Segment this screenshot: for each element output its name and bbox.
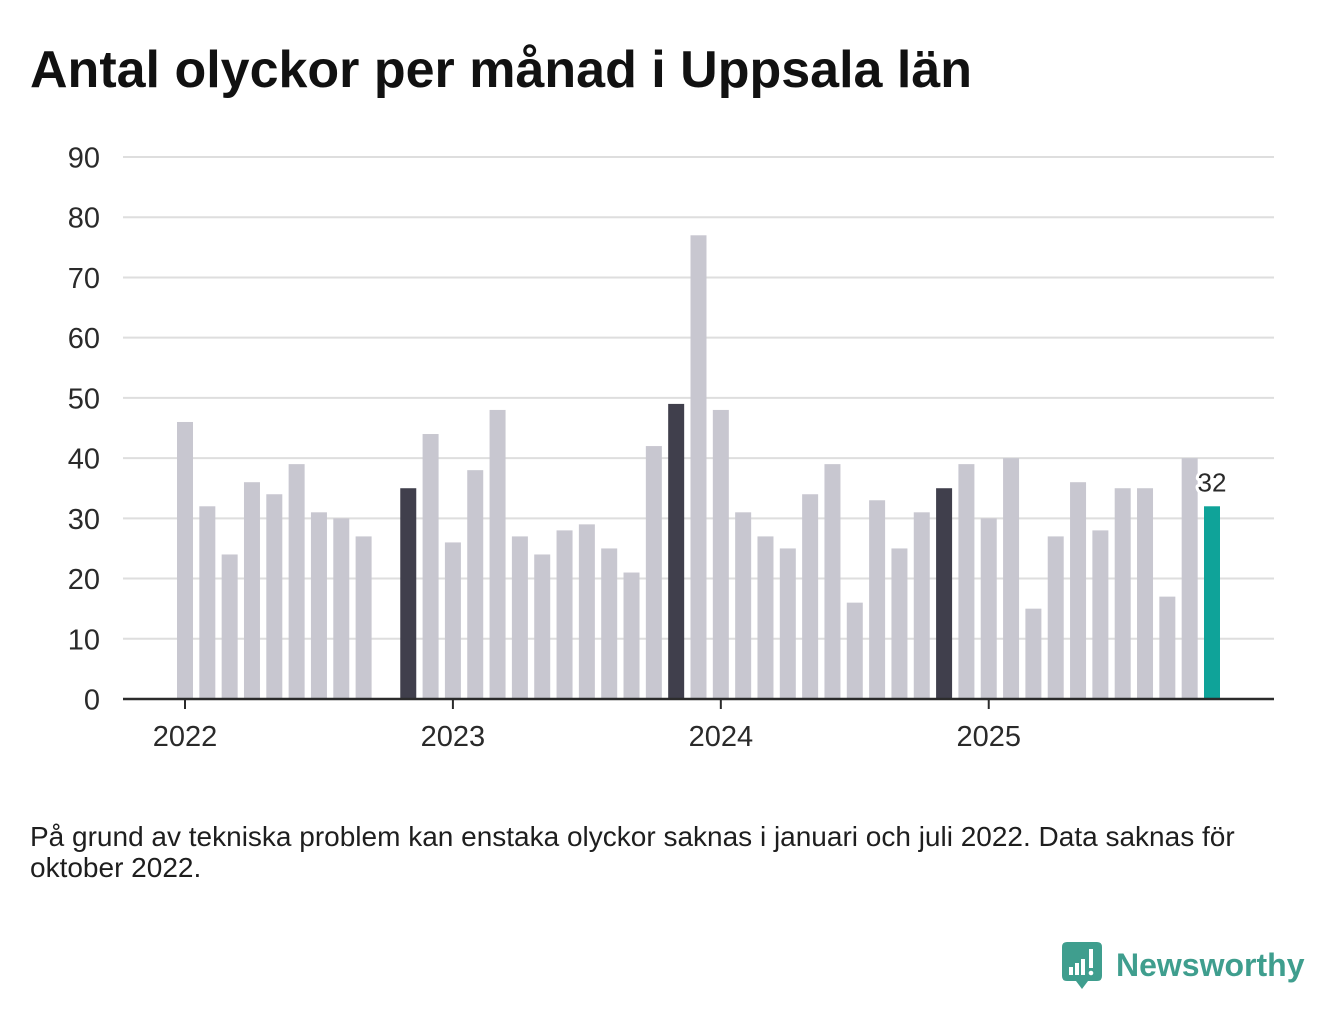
bar-2025-10 (1181, 458, 1198, 699)
bar-2025-02 (1003, 458, 1020, 699)
bar-2023-10 (645, 446, 662, 699)
logo-dot (1088, 970, 1094, 976)
bar-2022-11 (400, 488, 417, 699)
bar-2025-07 (1114, 488, 1131, 699)
logo-bar-3 (1081, 959, 1085, 975)
bar-2023-05 (534, 554, 551, 699)
y-tick-label-80: 80 (68, 203, 100, 235)
bar-2023-08 (601, 548, 618, 699)
bar-chart: 0 10 20 30 40 50 60 70 80 90 2022 2023 2024 2025 32 (68, 143, 1274, 754)
bar-2024-01 (712, 409, 729, 699)
labels-group: 0 10 20 30 40 50 60 70 80 90 2022 2023 2024 2025 32 (68, 143, 1230, 754)
bar-2022-09 (355, 536, 372, 699)
bar-2022-12 (422, 434, 439, 699)
bar-2022-02 (199, 506, 216, 699)
axis-group (123, 697, 1274, 709)
bar-2023-02 (467, 470, 484, 699)
bar-2023-11 (668, 403, 685, 699)
bar-2024-08 (869, 500, 886, 699)
bar-2022-05 (266, 494, 283, 699)
x-tick-label-2022: 2022 (153, 721, 218, 753)
bar-2024-07 (846, 602, 863, 699)
latest-value-label: 32 (1198, 467, 1227, 497)
y-tick-label-90: 90 (68, 143, 100, 175)
y-tick-label-20: 20 (68, 564, 100, 596)
bar-2024-02 (735, 512, 752, 699)
bar-2022-04 (243, 482, 260, 699)
bar-2024-03 (757, 536, 774, 699)
bar-2022-08 (333, 518, 350, 699)
bar-2025-11 (1204, 506, 1220, 699)
bar-2023-03 (489, 409, 506, 699)
bar-2024-10 (913, 512, 930, 699)
footnote: På grund av tekniska problem kan enstaka… (30, 821, 1235, 883)
bar-2022-01 (177, 421, 193, 699)
bar-2024-06 (824, 464, 841, 699)
logo-bar-4 (1089, 949, 1093, 968)
x-tick-label-2025: 2025 (956, 721, 1021, 753)
bar-2023-06 (556, 530, 573, 699)
bar-2022-06 (288, 464, 305, 699)
bar-2024-11 (936, 488, 953, 699)
y-tick-label-40: 40 (68, 444, 100, 476)
bar-2025-03 (1025, 608, 1042, 699)
y-tick-label-0: 0 (84, 685, 100, 717)
bar-2023-04 (511, 536, 528, 699)
x-tick-label-2023: 2023 (421, 721, 486, 753)
chart-title: Antal olyckor per månad i Uppsala län (30, 41, 973, 99)
bar-2025-06 (1092, 530, 1109, 699)
y-tick-label-60: 60 (68, 323, 100, 355)
bar-2024-12 (958, 464, 975, 699)
bar-2022-03 (221, 554, 238, 699)
bar-2023-01 (444, 542, 461, 699)
bar-2023-07 (578, 524, 595, 699)
bar-2024-04 (779, 548, 796, 699)
y-tick-label-30: 30 (68, 504, 100, 536)
bar-2022-07 (310, 512, 327, 699)
bars-group (177, 235, 1220, 700)
newsworthy-logo-text: Newsworthy (1116, 947, 1305, 983)
logo-bar-2 (1075, 963, 1079, 975)
bar-2025-01 (980, 518, 997, 699)
bar-2025-04 (1047, 536, 1064, 699)
y-tick-label-10: 10 (68, 624, 100, 656)
bar-2024-05 (802, 494, 819, 699)
bar-2023-09 (623, 572, 640, 699)
bar-2025-08 (1137, 488, 1154, 699)
bar-2024-09 (891, 548, 908, 699)
bar-2025-05 (1070, 482, 1087, 699)
x-tick-label-2024: 2024 (689, 721, 754, 753)
y-tick-label-70: 70 (68, 263, 100, 295)
logo-bar-1 (1069, 967, 1073, 975)
bar-2025-09 (1159, 596, 1176, 699)
newsworthy-logo[interactable]: Newsworthy (1062, 942, 1312, 992)
y-tick-label-50: 50 (68, 383, 100, 415)
bar-2023-12 (690, 235, 707, 700)
newsworthy-logo-icon (1062, 942, 1102, 989)
